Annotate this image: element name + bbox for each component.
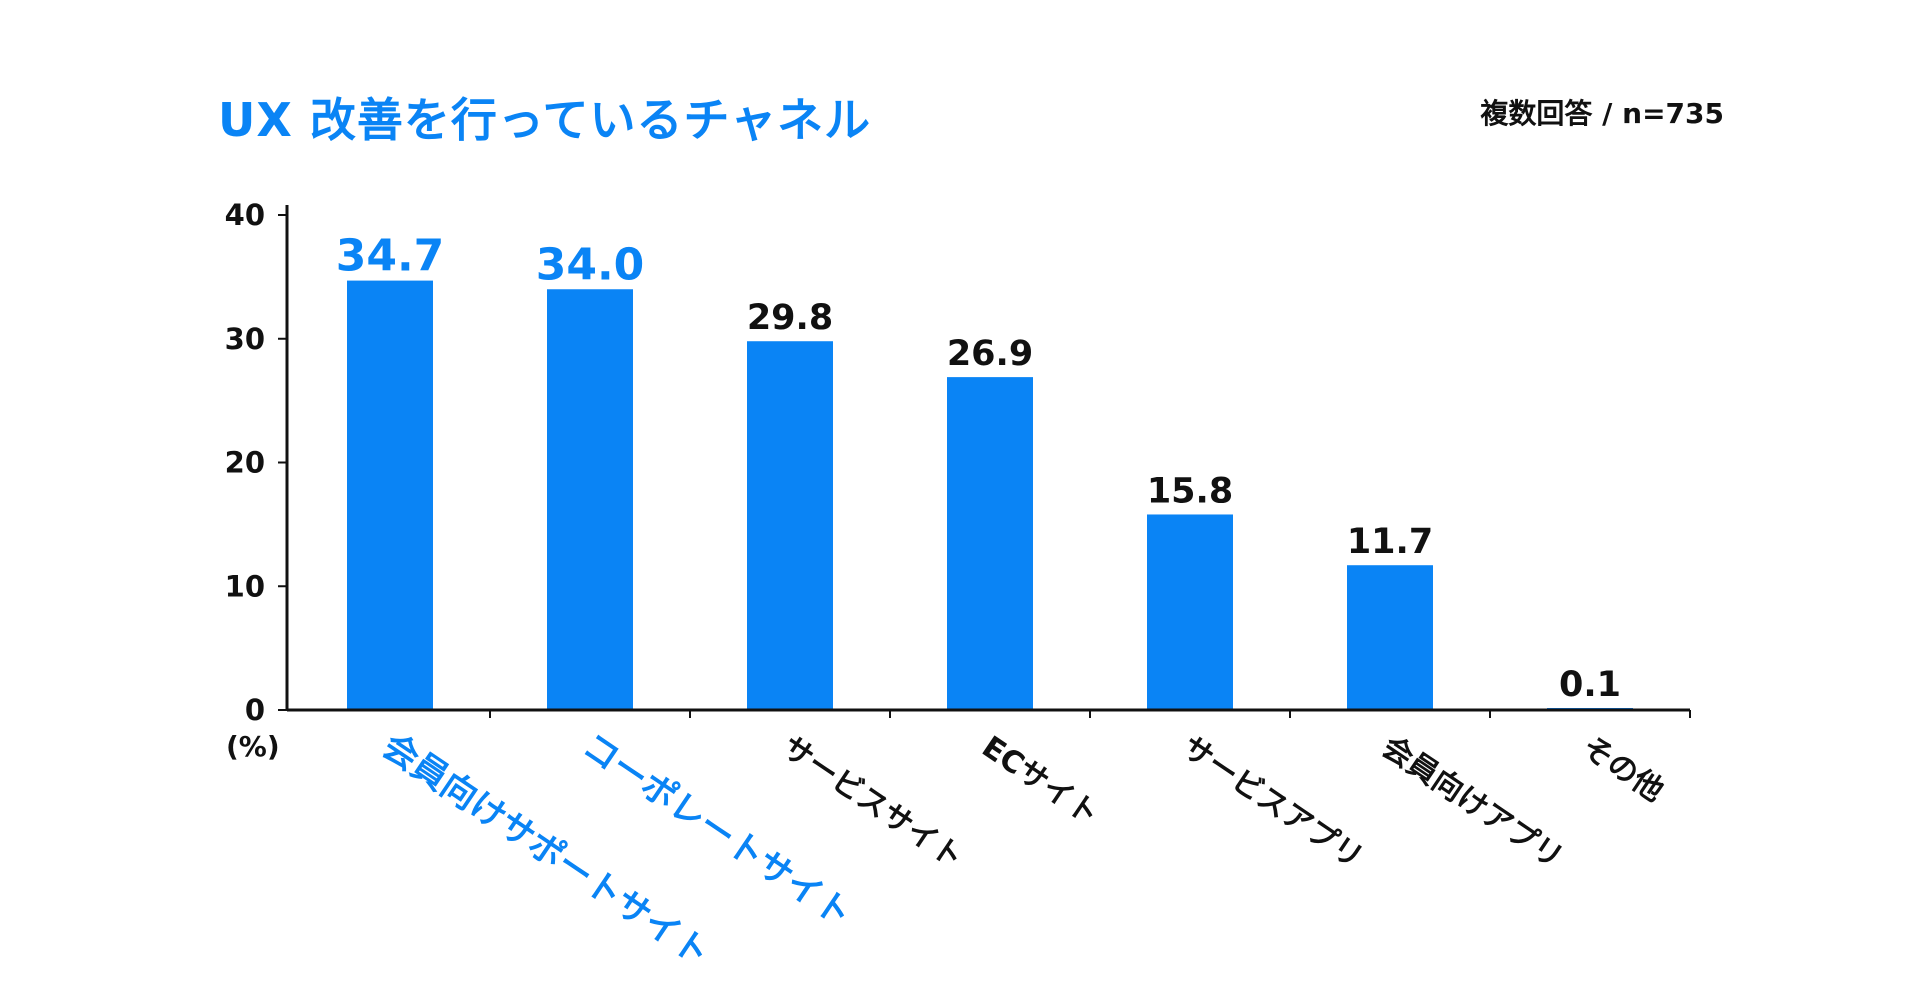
y-tick-label: 0 <box>245 693 265 727</box>
x-tick-label: その他 <box>1576 730 1670 809</box>
data-label: 34.0 <box>536 239 645 290</box>
y-tick-label: 30 <box>225 322 265 356</box>
x-tick-label: 会員向けアプリ <box>1376 730 1570 876</box>
bar <box>747 341 833 710</box>
x-tick-label: サービスサイト <box>776 730 970 876</box>
data-label: 0.1 <box>1559 665 1621 705</box>
x-tick-label: 会員向けサポートサイト <box>375 725 717 974</box>
y-tick-label: 10 <box>225 569 265 603</box>
y-tick-label: 20 <box>225 446 265 480</box>
data-label: 34.7 <box>336 231 445 282</box>
unit-label: (%) <box>226 730 280 763</box>
data-label: 11.7 <box>1347 522 1433 562</box>
page-title: UX 改善を行っているチャネル <box>218 93 872 147</box>
data-label: 29.8 <box>747 298 833 338</box>
bar <box>347 280 433 710</box>
y-tick-label: 40 <box>225 198 265 232</box>
data-label: 26.9 <box>947 334 1033 374</box>
bar <box>947 377 1033 710</box>
bar <box>1147 514 1233 710</box>
x-tick-label: ECサイト <box>976 730 1105 833</box>
bar <box>547 289 633 710</box>
sample-note: 複数回答 / n=735 <box>1480 97 1724 130</box>
x-tick-label: サービスアプリ <box>1176 730 1370 876</box>
data-label: 15.8 <box>1147 471 1233 511</box>
bar <box>1347 565 1433 710</box>
